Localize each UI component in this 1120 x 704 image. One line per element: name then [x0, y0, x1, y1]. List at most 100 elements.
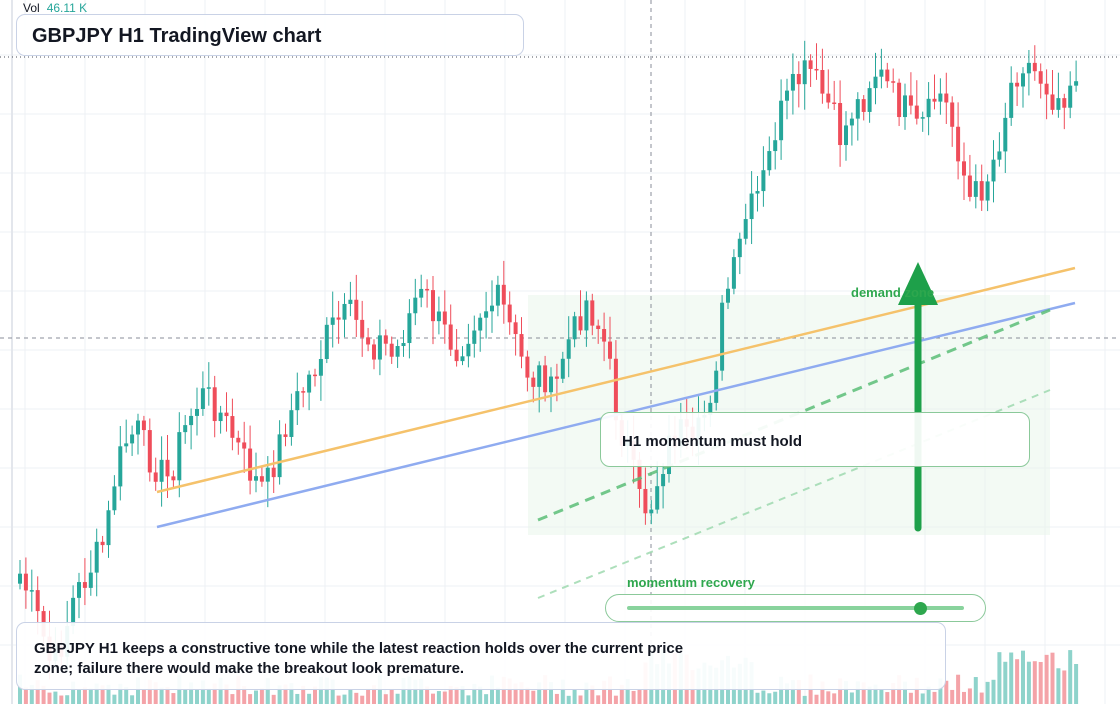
candle-body: [289, 410, 294, 437]
candle-body: [318, 358, 323, 376]
candle-body: [714, 370, 719, 403]
volume-bar: [330, 679, 335, 704]
candle-body: [130, 434, 135, 444]
momentum-note-text: H1 momentum must hold: [622, 433, 803, 450]
volume-bar: [324, 677, 329, 704]
volume-bar: [53, 691, 58, 704]
candle-body: [88, 572, 93, 588]
candle-body: [230, 416, 235, 438]
volume-bar: [195, 689, 199, 704]
volume-bar: [855, 681, 860, 704]
candle-body: [23, 573, 28, 591]
volume-bar: [289, 683, 294, 704]
volume-bar: [779, 676, 784, 704]
volume-bar: [313, 686, 317, 704]
candle-body: [501, 284, 506, 305]
volume-bar: [908, 692, 913, 704]
volume-bar: [1050, 652, 1055, 704]
candle-body: [519, 334, 524, 357]
volume-bar: [861, 682, 866, 704]
volume-bar: [1026, 661, 1031, 704]
volume-bar: [1056, 668, 1061, 704]
volume-bar: [761, 690, 766, 704]
volume-bar: [18, 674, 22, 704]
volume-bar: [790, 680, 795, 704]
momentum-slider-knob[interactable]: [914, 602, 928, 615]
volume-bar: [318, 676, 323, 704]
volume-bar: [395, 693, 400, 704]
candle-body: [265, 467, 270, 482]
candle-body: [720, 302, 725, 371]
candle-body: [655, 486, 660, 510]
volume-bar: [985, 681, 990, 704]
volume-bar: [932, 691, 937, 704]
candle-body: [313, 374, 317, 377]
candle-body: [141, 420, 146, 431]
candle-body: [566, 339, 571, 359]
candle-body: [513, 322, 518, 335]
candle-body: [761, 170, 766, 192]
candle-body: [873, 76, 878, 89]
candle-body: [360, 319, 365, 338]
candle-body: [596, 325, 601, 330]
volume-bar: [820, 681, 825, 704]
volume-bar: [1038, 661, 1043, 704]
candle-body: [495, 284, 500, 306]
candle-body: [295, 391, 300, 411]
volume-bar: [973, 677, 978, 704]
momentum-slider-track[interactable]: [627, 606, 964, 610]
volume-bar: [478, 686, 483, 704]
volume-bar: [413, 679, 418, 704]
volume-bar: [979, 692, 984, 704]
volume-bar: [354, 692, 359, 704]
volume-bar: [189, 682, 194, 704]
volume-bar: [389, 688, 394, 704]
candle-body: [82, 582, 87, 588]
volume-bar: [212, 683, 217, 704]
candle-body: [743, 219, 748, 239]
chart-title: GBPJPY H1 TradingView chart: [32, 25, 322, 47]
candle-body: [377, 335, 382, 360]
candle-body: [472, 330, 477, 344]
candle-body: [838, 103, 843, 146]
volume-bar: [218, 677, 223, 704]
volume-legend-label: Vol: [23, 1, 40, 15]
volume-bar: [767, 693, 772, 704]
momentum-slider[interactable]: [605, 594, 986, 622]
candle-body: [401, 343, 406, 347]
candle-body: [613, 358, 618, 421]
volume-bar: [94, 683, 99, 704]
candle-body: [259, 476, 264, 482]
volume-bar: [1062, 670, 1067, 704]
candle-body: [1009, 82, 1014, 118]
candle-body: [195, 409, 199, 416]
summary-text: GBPJPY H1 keeps a constructive tone whil…: [34, 640, 684, 677]
volume-bar: [248, 694, 253, 704]
volume-bar: [147, 679, 152, 704]
volume-bar: [867, 686, 872, 704]
volume-bar: [903, 681, 907, 704]
volume-bar: [519, 682, 524, 704]
volume-bar: [29, 684, 34, 704]
candle-body: [277, 434, 282, 478]
volume-bar: [814, 694, 819, 704]
candle-body: [448, 324, 453, 350]
candle-body: [584, 300, 589, 331]
volume-bar: [271, 694, 276, 704]
candle-body: [979, 181, 984, 201]
candle-body: [348, 299, 353, 304]
volume-bar: [484, 694, 489, 704]
candle-body: [938, 93, 943, 102]
candle-body: [366, 337, 371, 345]
candle-body: [218, 412, 223, 422]
volume-bar: [82, 687, 87, 704]
volume-bar: [625, 679, 630, 704]
candle-body: [773, 140, 778, 152]
volume-bar: [619, 684, 624, 704]
candle-body: [572, 316, 577, 340]
volume-bar: [47, 692, 52, 704]
candle-body: [165, 459, 170, 477]
candle-body: [283, 434, 288, 437]
candle-body: [861, 99, 866, 112]
candle-body: [301, 391, 306, 393]
